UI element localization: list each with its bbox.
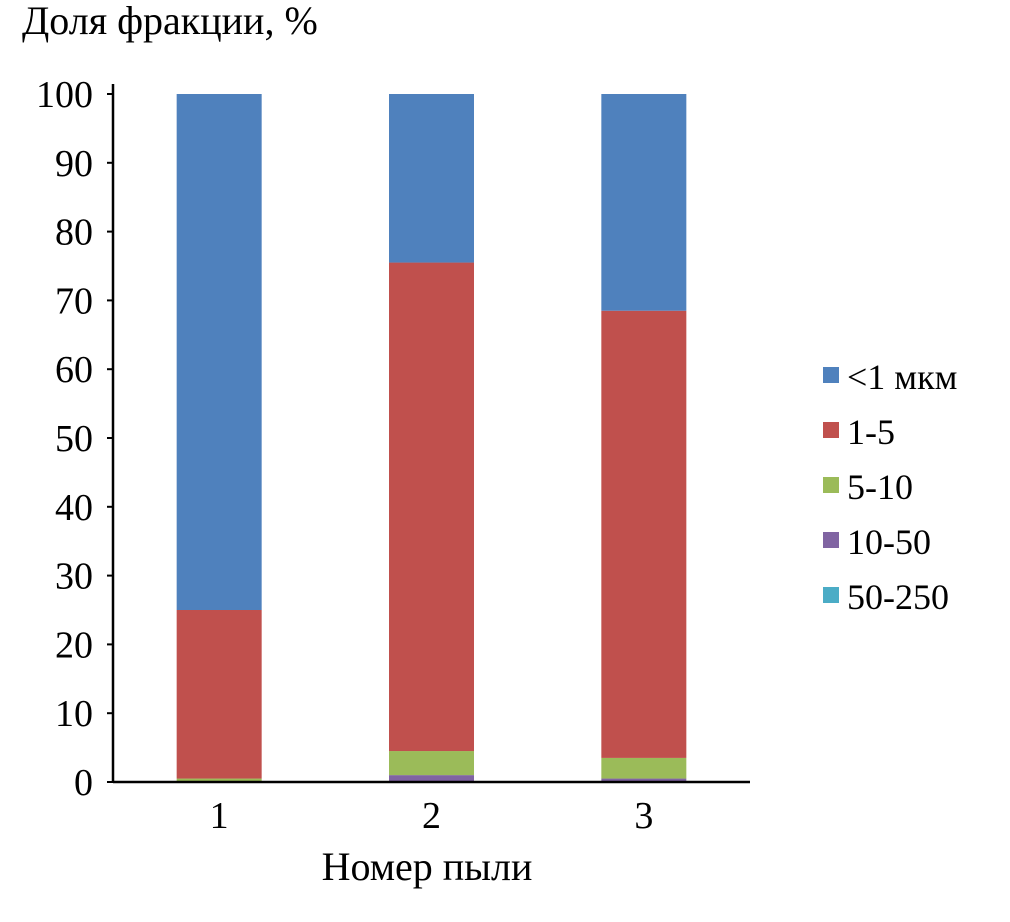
bar-segment bbox=[389, 751, 474, 776]
y-tick-label: 100 bbox=[36, 74, 93, 116]
bar-segment bbox=[389, 775, 474, 782]
legend-label: 50-250 bbox=[847, 577, 949, 617]
x-tick-label: 1 bbox=[210, 795, 229, 837]
y-tick-label: 20 bbox=[55, 624, 93, 666]
y-tick-label: 10 bbox=[55, 693, 93, 735]
bar-segment bbox=[601, 778, 687, 782]
legend-swatch bbox=[823, 587, 839, 603]
y-tick-label: 80 bbox=[55, 212, 93, 254]
bar-segment bbox=[389, 94, 474, 263]
x-tick-label: 2 bbox=[422, 795, 441, 837]
y-tick-label: 40 bbox=[55, 487, 93, 529]
legend: <1 мкм 1-5 5-10 10-50 50-250 bbox=[823, 357, 957, 617]
legend-label: 1-5 bbox=[847, 412, 895, 452]
bar-segment bbox=[176, 610, 262, 779]
y-tick-label: 60 bbox=[55, 349, 93, 391]
x-axis-label: Номер пыли bbox=[322, 844, 533, 889]
bar-segment bbox=[176, 778, 262, 782]
chart-title: Доля фракции, % bbox=[22, 0, 318, 43]
x-tick-label: 3 bbox=[634, 795, 653, 837]
legend-swatch bbox=[823, 532, 839, 548]
legend-swatch bbox=[823, 367, 839, 383]
legend-label: 10-50 bbox=[847, 522, 931, 562]
bar-segment bbox=[601, 94, 687, 311]
bar-segment bbox=[176, 94, 262, 610]
y-tick-label: 90 bbox=[55, 143, 93, 185]
bar-segment bbox=[601, 310, 687, 758]
bar-segment bbox=[601, 757, 687, 779]
x-axis-ticks: 1 2 3 bbox=[210, 795, 654, 837]
y-tick-label: 0 bbox=[74, 762, 93, 804]
bars-group bbox=[176, 94, 687, 782]
bar-segment bbox=[389, 262, 474, 752]
legend-label: 5-10 bbox=[847, 467, 913, 507]
y-tick-label: 70 bbox=[55, 280, 93, 322]
y-tick-label: 30 bbox=[55, 556, 93, 598]
y-axis-ticks: 0 10 20 30 40 50 60 70 80 90 100 bbox=[36, 74, 113, 804]
legend-swatch bbox=[823, 477, 839, 493]
y-tick-label: 50 bbox=[55, 418, 93, 460]
legend-swatch bbox=[823, 422, 839, 438]
legend-label: <1 мкм bbox=[847, 357, 957, 397]
